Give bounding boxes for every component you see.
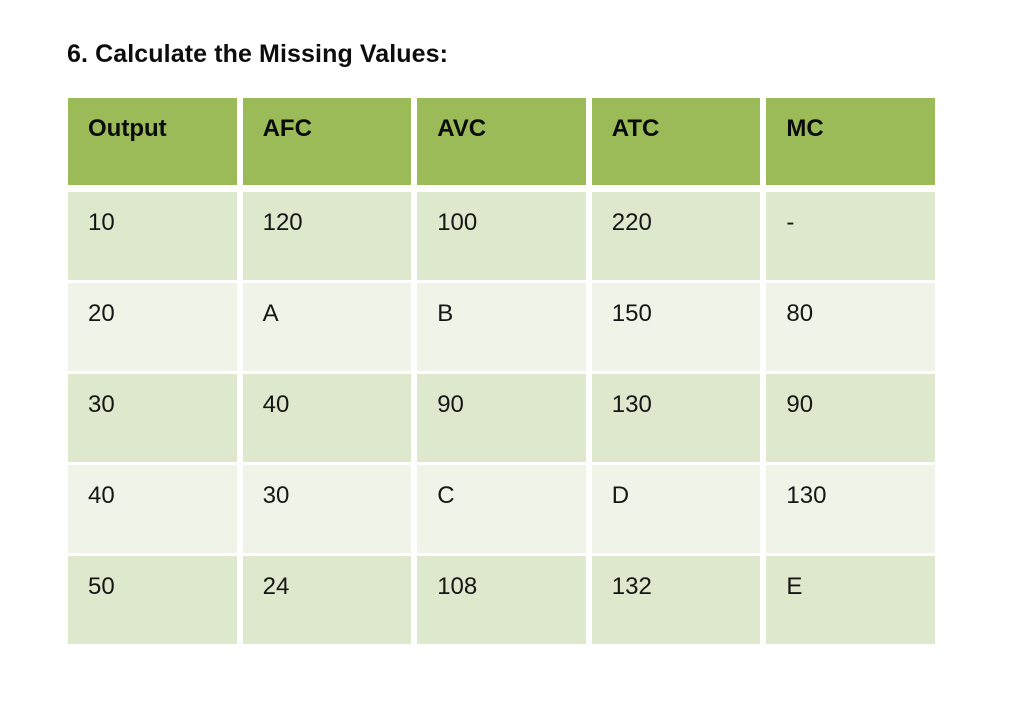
cell-afc: 24	[242, 556, 412, 644]
table-row-output-50: 50 24 108 132 E	[68, 556, 935, 644]
cell-atc: D	[591, 465, 761, 553]
cell-mc: 130	[766, 465, 935, 553]
cell-mc: E	[766, 556, 935, 644]
cell-mc: -	[766, 192, 935, 280]
page-title: 6. Calculate the Missing Values:	[67, 40, 449, 68]
table-row-output-20: 20 A B 150 80	[68, 283, 935, 371]
header-cell-output: Output	[68, 98, 237, 185]
cell-output: 10	[68, 192, 237, 280]
header-cell-atc: ATC	[591, 98, 761, 185]
table-row-output-30: 30 40 90 130 90	[68, 374, 935, 462]
cell-afc: 120	[242, 192, 412, 280]
cell-afc: A	[242, 283, 412, 371]
cost-table: Output AFC AVC ATC MC 10 120 100 220 - 2…	[68, 98, 935, 647]
cell-atc: 150	[591, 283, 761, 371]
table-row-output-10: 10 120 100 220 -	[68, 192, 935, 280]
header-cell-avc: AVC	[417, 98, 586, 185]
cell-atc: 130	[591, 374, 761, 462]
cell-avc: 90	[417, 374, 586, 462]
cell-atc: 220	[591, 192, 761, 280]
cell-output: 30	[68, 374, 237, 462]
cell-avc: 108	[417, 556, 586, 644]
cell-afc: 30	[242, 465, 412, 553]
cell-mc: 90	[766, 374, 935, 462]
cell-afc: 40	[242, 374, 412, 462]
cell-output: 40	[68, 465, 237, 553]
cell-output: 50	[68, 556, 237, 644]
table-row-output-40: 40 30 C D 130	[68, 465, 935, 553]
cell-mc: 80	[766, 283, 935, 371]
header-cell-mc: MC	[766, 98, 935, 185]
cell-avc: 100	[417, 192, 586, 280]
cell-avc: B	[417, 283, 586, 371]
table-header-row: Output AFC AVC ATC MC	[68, 98, 935, 185]
cell-avc: C	[417, 465, 586, 553]
cell-atc: 132	[591, 556, 761, 644]
cell-output: 20	[68, 283, 237, 371]
header-cell-afc: AFC	[242, 98, 412, 185]
